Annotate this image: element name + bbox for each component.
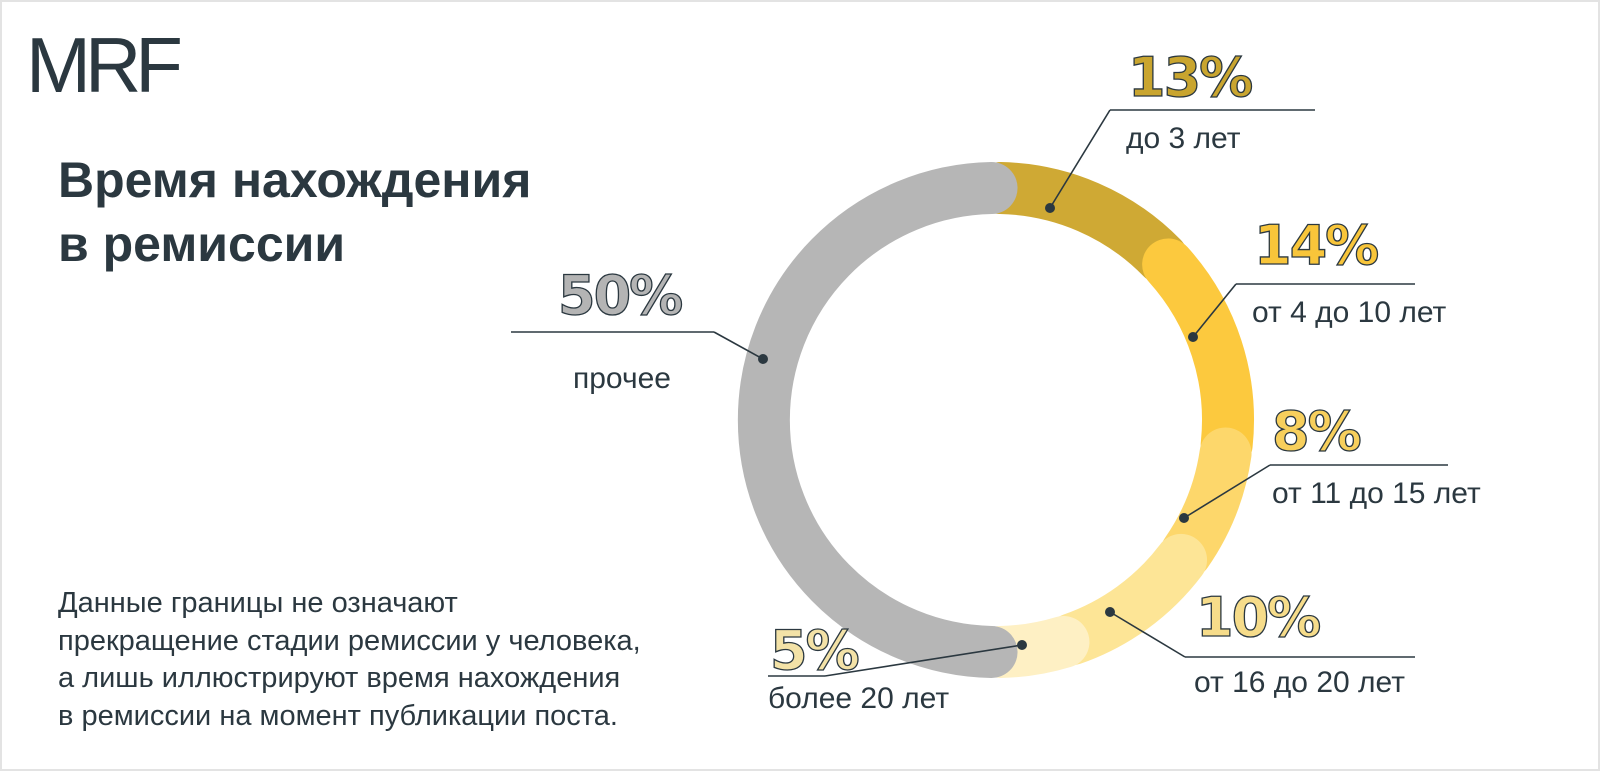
percent-label: 13% [1128,46,1252,109]
donut-segment-2 [1142,238,1254,471]
title-line-2: в ремиссии [58,216,346,272]
callout-1: 13% до 3 лет [1045,45,1315,213]
category-label: от 11 до 15 лет [1272,477,1481,510]
callout-4: 10% от 16 до 20 лет [1105,585,1415,699]
percent-label: 8% [1272,400,1361,463]
callout-6: 50% прочее [511,263,768,395]
callout-dot [1105,607,1115,617]
footnote-line-1: Данные границы не означают [58,587,458,619]
callout-underline [824,644,1023,677]
category-label: до 3 лет [1126,122,1241,155]
title-line-1: Время нахождения [58,152,532,208]
donut-segment-6 [737,162,1018,678]
callout-3: 8% от 11 до 15 лет [1179,399,1481,523]
footnote-line-4: в ремиссии на момент публикации поста. [58,699,618,732]
percent-label: 14% [1254,214,1378,277]
footnote: Данные границы не означают прекращение с… [58,585,758,735]
callout-dot [1179,513,1189,523]
category-label: прочее [573,362,671,395]
percent-label: 5% [770,619,859,682]
callout-dot [1017,640,1027,650]
callout-dot [1188,332,1198,342]
mrf-logo: MRF [26,21,183,109]
percent-label: 10% [1196,586,1320,649]
callout-5: 5%более 20 лет [768,618,1027,715]
callout-dot [758,354,768,364]
page-title: Время нахождения в ремиссии [58,148,658,276]
percent-label: 50% [558,264,682,327]
donut-segment-4 [1045,533,1208,666]
footnote-line-3: а лишь иллюстрируют время нахождения [58,662,621,694]
callout-leader [713,331,764,360]
callout-leader [1192,283,1237,338]
callout-leader [1183,464,1271,519]
category-label: от 16 до 20 лет [1194,666,1405,699]
donut-segment-1 [974,162,1189,284]
callout-2: 14% от 4 до 10 лет [1188,213,1447,342]
callout-leader [1049,109,1111,209]
callout-dot [1045,203,1055,213]
category-label: от 4 до 10 лет [1252,296,1447,329]
category-label: более 20 лет [768,682,949,715]
footnote-line-2: прекращение стадии ремиссии у человека, [58,624,641,657]
callout-leader [1109,611,1186,658]
